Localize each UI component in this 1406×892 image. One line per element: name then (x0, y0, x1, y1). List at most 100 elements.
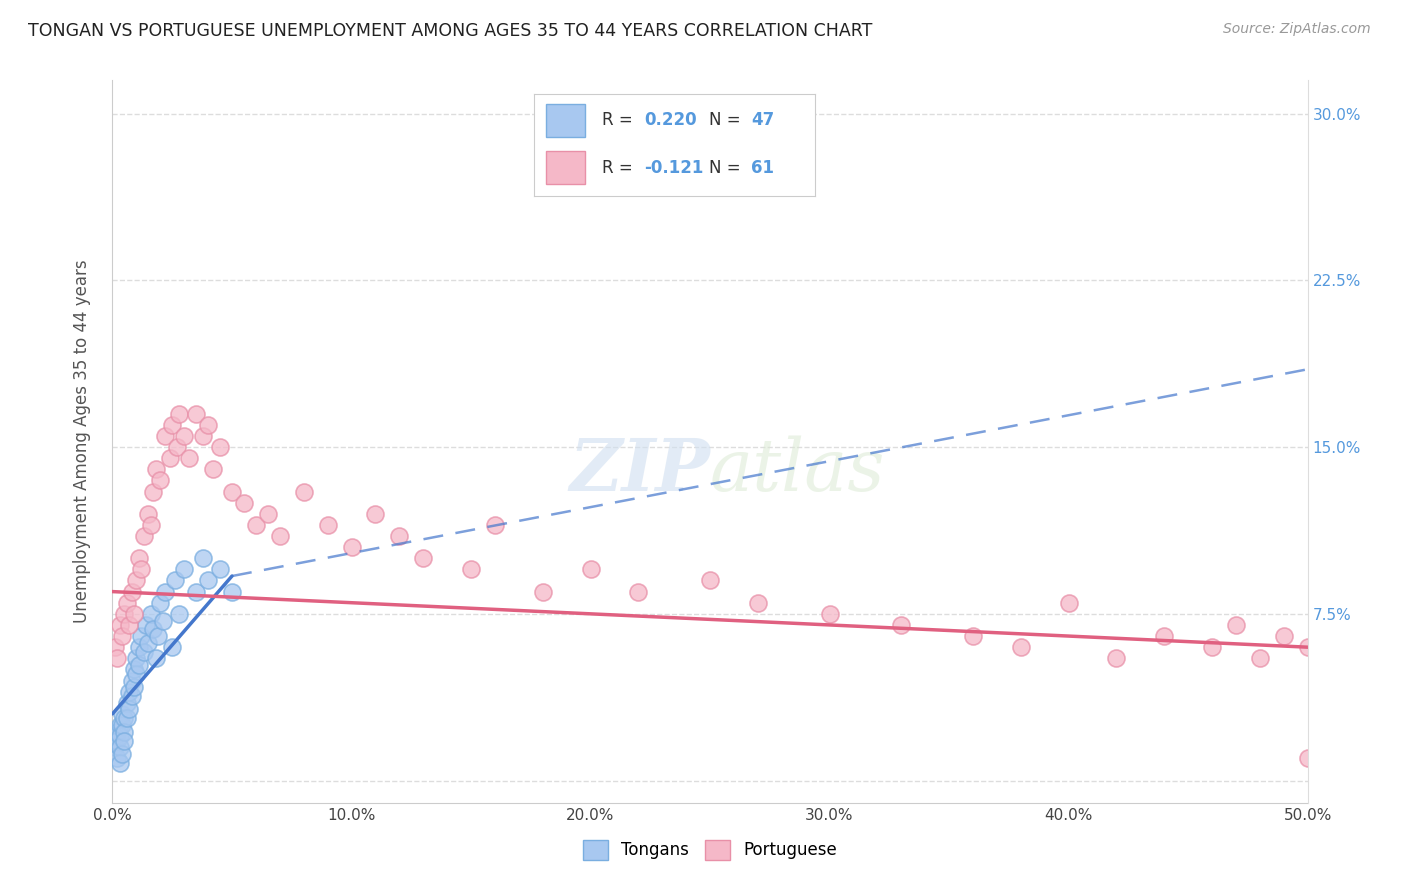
Point (114, 711, 135, 725)
Point (699, 574, 721, 588)
Text: -0.121: -0.121 (644, 159, 703, 177)
Point (149, 474, 172, 488)
Point (114, 607, 135, 621)
Point (152, 614, 174, 628)
Point (201, 462, 224, 476)
Point (1296, 640, 1319, 655)
Point (128, 551, 150, 566)
Point (146, 629, 169, 643)
Point (1296, 751, 1319, 765)
Point (388, 529, 411, 543)
Point (105, 724, 128, 739)
Text: 0.220: 0.220 (644, 112, 696, 129)
Point (209, 440, 232, 454)
Point (129, 629, 152, 643)
Point (162, 640, 183, 655)
Point (128, 657, 150, 672)
Point (105, 751, 128, 765)
Text: 47: 47 (751, 112, 775, 129)
Point (269, 529, 291, 543)
Point (111, 718, 134, 732)
Point (108, 729, 131, 743)
Point (149, 596, 172, 610)
Point (153, 429, 176, 443)
Text: ZIP: ZIP (569, 435, 710, 506)
Point (233, 496, 256, 510)
Point (1201, 640, 1223, 655)
Point (1010, 640, 1032, 655)
Point (129, 562, 152, 576)
Point (114, 733, 135, 747)
Text: N =: N = (709, 112, 745, 129)
Point (132, 645, 155, 659)
Point (105, 651, 128, 665)
Point (122, 680, 145, 694)
Point (1057, 596, 1080, 610)
Text: R =: R = (602, 112, 638, 129)
Point (118, 684, 141, 698)
Text: R =: R = (602, 159, 638, 177)
Point (122, 662, 145, 676)
Point (627, 584, 650, 599)
Point (1153, 629, 1175, 643)
Point (108, 740, 131, 755)
Point (145, 651, 167, 665)
Point (111, 706, 134, 721)
Point (105, 733, 128, 747)
Point (104, 740, 127, 755)
Point (121, 584, 143, 599)
Point (169, 607, 191, 621)
Point (108, 756, 131, 770)
Point (104, 729, 127, 743)
Point (316, 517, 339, 532)
Point (145, 462, 167, 476)
Text: Source: ZipAtlas.com: Source: ZipAtlas.com (1223, 22, 1371, 37)
Point (412, 551, 434, 566)
Point (890, 618, 912, 632)
Point (115, 596, 138, 610)
Point (245, 517, 267, 532)
Point (132, 529, 155, 543)
Point (340, 540, 363, 554)
Point (139, 607, 162, 621)
Point (139, 517, 162, 532)
Point (138, 507, 160, 521)
Point (111, 747, 134, 761)
Text: 61: 61 (751, 159, 773, 177)
Point (125, 651, 148, 665)
Point (364, 507, 387, 521)
Point (209, 562, 232, 576)
Point (193, 429, 215, 443)
Legend: Tongans, Portuguese: Tongans, Portuguese (576, 833, 844, 867)
Point (221, 484, 243, 499)
Point (138, 636, 160, 650)
Point (108, 718, 131, 732)
Point (122, 607, 145, 621)
Point (104, 640, 127, 655)
Point (173, 429, 195, 443)
Point (531, 584, 554, 599)
Point (111, 629, 134, 643)
Point (173, 562, 195, 576)
Point (193, 551, 215, 566)
Point (186, 407, 208, 421)
Point (186, 584, 208, 599)
Point (484, 517, 506, 532)
Point (108, 618, 131, 632)
Point (1249, 651, 1271, 665)
Point (460, 562, 482, 576)
Point (114, 724, 135, 739)
Point (128, 640, 150, 655)
Point (177, 451, 200, 466)
Point (121, 673, 143, 688)
Point (1105, 651, 1128, 665)
Point (292, 484, 315, 499)
Point (221, 584, 243, 599)
Point (121, 689, 143, 703)
Point (118, 618, 141, 632)
Point (125, 574, 148, 588)
Point (169, 407, 191, 421)
Point (166, 440, 188, 454)
Point (153, 584, 176, 599)
Text: atlas: atlas (710, 435, 886, 506)
